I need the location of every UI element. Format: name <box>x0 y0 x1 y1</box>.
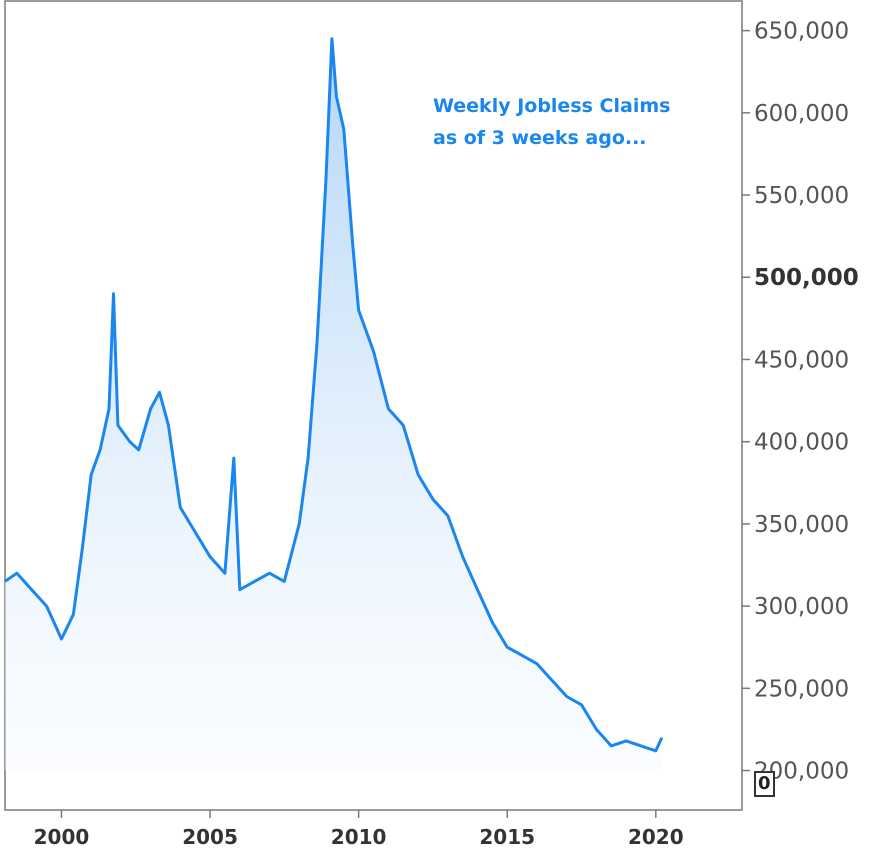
x-tick-label: 2015 <box>479 825 535 849</box>
x-tick-label: 2010 <box>331 825 387 849</box>
annotation-line-1: Weekly Jobless Claims <box>433 95 670 117</box>
y-tick-label: 400,000 <box>754 430 849 456</box>
x-tick-label: 2020 <box>628 825 684 849</box>
y-tick-label: 450,000 <box>754 347 849 373</box>
y-tick-label: 600,000 <box>754 101 849 127</box>
y-tick-label: 250,000 <box>754 676 849 702</box>
x-axis: 2000 2005 2010 2015 2020 <box>34 810 684 849</box>
series-area <box>5 38 662 771</box>
y-axis: 650,000 600,000 550,000 500,000 450,000 400,0… <box>742 19 859 785</box>
annotation-line-2: as of 3 weeks ago... <box>433 127 647 149</box>
zero-marker: 0 <box>754 771 775 797</box>
series-line <box>4 37 664 753</box>
y-tick-label: 350,000 <box>754 512 849 538</box>
y-tick-label: 650,000 <box>754 19 849 45</box>
y-tick-label: 550,000 <box>754 183 849 209</box>
x-tick-label: 2000 <box>34 825 90 849</box>
y-tick-label: 300,000 <box>754 594 849 620</box>
x-tick-label: 2005 <box>182 825 238 849</box>
y-tick-label: 500,000 <box>754 265 859 291</box>
